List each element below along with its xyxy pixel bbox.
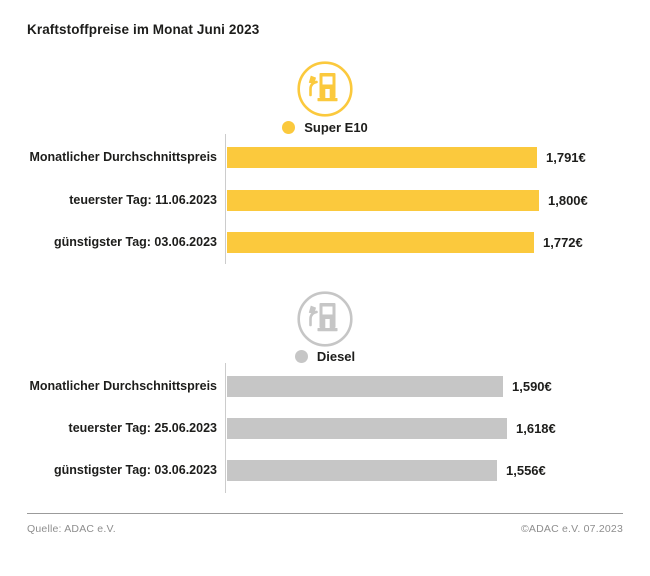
fuel-pump-icon [0, 290, 650, 348]
price-value-label: 1,800€ [548, 192, 588, 208]
axis-line [225, 134, 226, 264]
legend-dot [282, 120, 296, 134]
price-value-label: 1,791€ [546, 150, 586, 165]
price-bar [227, 147, 537, 168]
footer-divider [27, 513, 623, 514]
price-bar [227, 418, 507, 439]
bar-row: Monatlicher Durchschnittspreis 1,590€ [0, 376, 650, 397]
legend: Super E10 [0, 119, 650, 135]
row-label: Monatlicher Durchschnittspreis [29, 150, 217, 164]
row-label: teuerster Tag: 11.06.2023 [69, 192, 217, 207]
chart-title: Kraftstoffpreise im Monat Juni 2023 [27, 22, 260, 37]
bar-row: teuerster Tag: 25.06.2023 1,618€ [0, 418, 650, 439]
row-label: günstigster Tag: 03.06.2023 [53, 463, 217, 477]
row-label: günstigster Tag: 03.06.2023 [53, 235, 217, 249]
price-value-label: 1,556€ [506, 463, 546, 478]
price-bar [227, 376, 503, 397]
price-bar [227, 189, 539, 211]
legend: Diesel [0, 348, 650, 364]
legend-label: Diesel [316, 348, 356, 364]
legend-dot [294, 349, 308, 363]
price-bar [227, 460, 497, 481]
row-label: teuerster Tag: 25.06.2023 [68, 421, 217, 435]
price-value-label: 1,590€ [512, 379, 552, 394]
bar-row: günstigster Tag: 03.06.2023 1,556€ [0, 460, 650, 481]
price-bar [227, 232, 534, 253]
axis-line [225, 363, 226, 493]
fuel-pump-icon [0, 60, 650, 118]
bar-row: günstigster Tag: 03.06.2023 1,772€ [0, 232, 650, 253]
source-note: Quelle: ADAC e.V. [27, 523, 116, 535]
bar-row: teuerster Tag: 11.06.2023 1,800€ [0, 189, 650, 211]
price-value-label: 1,772€ [543, 235, 583, 250]
bar-row: Monatlicher Durchschnittspreis 1,791€ [0, 147, 650, 168]
copyright-note: ©ADAC e.V. 07.2023 [520, 523, 623, 535]
price-value-label: 1,618€ [516, 421, 556, 436]
legend-label: Super E10 [304, 119, 368, 135]
row-label: Monatlicher Durchschnittspreis [29, 379, 217, 393]
